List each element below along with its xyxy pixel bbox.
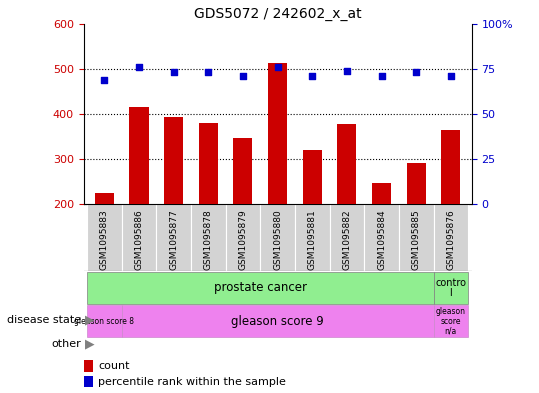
Bar: [199, 123, 218, 204]
Text: prostate cancer: prostate cancer: [214, 281, 307, 294]
Bar: [406, 163, 426, 204]
Bar: [84, 376, 93, 387]
Bar: [84, 360, 93, 372]
Bar: [164, 117, 183, 204]
Text: gleason score 8: gleason score 8: [74, 317, 134, 326]
Bar: [372, 183, 391, 204]
Text: GSM1095878: GSM1095878: [204, 210, 213, 270]
Text: count: count: [98, 361, 130, 371]
Bar: [87, 204, 122, 271]
Bar: [87, 305, 122, 337]
Bar: [303, 150, 322, 204]
Text: percentile rank within the sample: percentile rank within the sample: [98, 376, 286, 387]
Text: GSM1095885: GSM1095885: [412, 210, 420, 270]
Bar: [295, 204, 329, 271]
Bar: [122, 204, 156, 271]
Text: other: other: [51, 339, 81, 349]
Point: [204, 69, 212, 75]
Bar: [191, 204, 226, 271]
Bar: [87, 272, 433, 304]
Bar: [433, 272, 468, 304]
Text: ▶: ▶: [85, 337, 94, 351]
Bar: [329, 204, 364, 271]
Point: [446, 73, 455, 79]
Bar: [226, 204, 260, 271]
Bar: [433, 305, 468, 337]
Point: [273, 64, 282, 70]
Bar: [129, 107, 149, 204]
Point: [343, 68, 351, 74]
Text: ▶: ▶: [85, 314, 94, 327]
Bar: [399, 204, 433, 271]
Bar: [441, 130, 460, 204]
Text: gleason score 9: gleason score 9: [231, 315, 324, 328]
Text: GSM1095882: GSM1095882: [342, 210, 351, 270]
Bar: [156, 204, 191, 271]
Text: GSM1095884: GSM1095884: [377, 210, 386, 270]
Text: GSM1095883: GSM1095883: [100, 210, 109, 270]
Text: GSM1095879: GSM1095879: [238, 210, 247, 270]
Point: [308, 73, 316, 79]
Text: contro
l: contro l: [436, 278, 466, 298]
Point: [100, 77, 109, 83]
Point: [135, 64, 143, 70]
Text: disease state: disease state: [6, 315, 81, 325]
Point: [377, 73, 386, 79]
Text: gleason
score
n/a: gleason score n/a: [436, 307, 466, 336]
Bar: [233, 138, 252, 204]
Bar: [268, 63, 287, 204]
Bar: [95, 193, 114, 204]
Text: GSM1095877: GSM1095877: [169, 210, 178, 270]
Text: GSM1095881: GSM1095881: [308, 210, 317, 270]
Bar: [433, 204, 468, 271]
Text: GSM1095886: GSM1095886: [135, 210, 143, 270]
Title: GDS5072 / 242602_x_at: GDS5072 / 242602_x_at: [194, 7, 361, 21]
Bar: [122, 305, 433, 337]
Text: GSM1095880: GSM1095880: [273, 210, 282, 270]
Text: GSM1095876: GSM1095876: [446, 210, 455, 270]
Bar: [337, 124, 356, 204]
Bar: [364, 204, 399, 271]
Point: [239, 73, 247, 79]
Point: [412, 69, 420, 75]
Point: [169, 69, 178, 75]
Bar: [260, 204, 295, 271]
